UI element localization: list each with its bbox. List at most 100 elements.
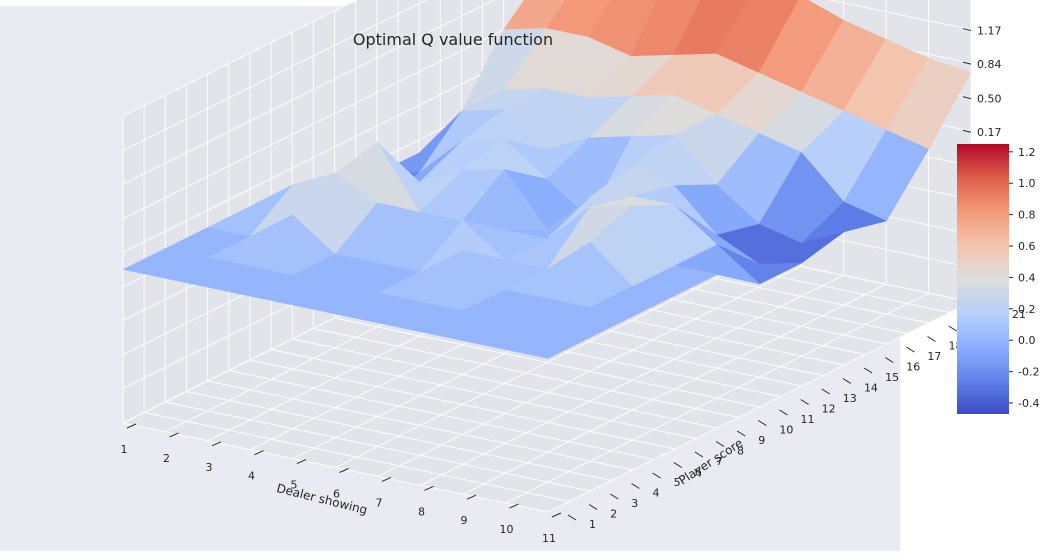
y-tick-mark — [694, 451, 704, 458]
x-tick-mark — [126, 423, 137, 429]
y-tick-mark — [779, 409, 788, 416]
y-tick-label: 14 — [864, 382, 878, 395]
y-tick-mark — [906, 346, 915, 353]
colorbar-ticks: -0.4 -0.2 0.0 0.2 0.4 0.6 0.8 1.0 1.2 — [1009, 146, 1039, 410]
y-tick-label: 15 — [885, 371, 899, 384]
x-tick-mark — [424, 485, 434, 491]
y-tick-label: 7 — [716, 455, 723, 468]
gridline — [292, 338, 718, 429]
y-tick-mark — [821, 388, 831, 395]
x-axis-ticks: 1 2 3 4 5 6 7 8 9 10 11 — [121, 423, 562, 545]
x-tick-label: 8 — [418, 505, 425, 518]
y-tick-mark — [863, 367, 873, 374]
y-tick-mark — [948, 325, 957, 332]
y-tick-mark — [800, 399, 809, 405]
y-tick-mark — [673, 462, 683, 468]
y-tick-label: 11 — [801, 413, 815, 426]
x-tick-label: 2 — [163, 452, 170, 465]
gridline — [122, 41, 547, 253]
y-tick-mark — [758, 420, 767, 426]
gridline — [122, 0, 428, 151]
z-tick-mark — [962, 96, 972, 100]
x-tick-mark — [169, 432, 179, 438]
gridline — [207, 380, 633, 471]
y-tick-mark — [715, 441, 725, 447]
colorbar-tick-label: 0.4 — [1018, 271, 1036, 284]
y-tick-mark — [567, 514, 577, 521]
colorbar-tick-label: -0.4 — [1018, 397, 1039, 410]
colorbar-gradient — [957, 144, 1009, 414]
x-tick-label: 4 — [248, 470, 255, 483]
y-tick-label: 16 — [906, 361, 920, 374]
z-tick-mark — [962, 61, 972, 65]
gridline — [270, 349, 697, 439]
y-tick-label: 6 — [695, 466, 702, 479]
x-tick-mark — [551, 512, 562, 518]
y-tick-label: 4 — [652, 487, 659, 500]
colorbar-tick-label: 0.6 — [1018, 240, 1036, 253]
z-tick-label: 1.17 — [977, 25, 1002, 38]
gridline — [186, 391, 612, 481]
y-tick-mark — [652, 472, 661, 479]
gridline — [249, 359, 675, 450]
y-tick-label: 8 — [737, 445, 744, 458]
gridline — [334, 317, 760, 408]
x-tick-mark — [296, 459, 307, 465]
x-tick-label: 7 — [376, 496, 383, 509]
colorbar-tick-label: 0.0 — [1018, 334, 1036, 347]
colorbar-tick-label: 1.2 — [1018, 146, 1036, 159]
x-tick-mark — [211, 441, 222, 447]
x-tick-mark — [509, 503, 519, 509]
x-tick-label: 11 — [542, 532, 556, 545]
colorbar-tick-label: 0.2 — [1018, 303, 1036, 316]
colorbar-tick-label: 0.8 — [1018, 209, 1036, 222]
y-tick-mark — [631, 483, 640, 489]
y-tick-label: 10 — [779, 424, 793, 437]
colorbar-tick-label: -0.2 — [1018, 366, 1039, 379]
z-tick-label: 1.51 — [977, 0, 1002, 3]
x-tick-label: 9 — [461, 514, 468, 527]
y-tick-mark — [884, 357, 894, 363]
x-tick-label: 6 — [333, 488, 340, 501]
gridline — [122, 422, 549, 513]
x-tick-label: 1 — [121, 443, 128, 456]
y-tick-mark — [588, 504, 598, 510]
gridline — [165, 401, 591, 492]
gridline — [122, 0, 495, 185]
x-tick-label: 3 — [206, 461, 213, 474]
colorbar: -0.4 -0.2 0.0 0.2 0.4 0.6 0.8 1.0 1.2 — [957, 144, 1039, 414]
y-tick-label: 17 — [927, 350, 941, 363]
gridline — [827, 0, 972, 31]
x-tick-label: 10 — [500, 523, 514, 536]
x-tick-mark — [254, 450, 264, 456]
x-tick-mark — [381, 476, 392, 482]
y-tick-mark — [610, 493, 619, 500]
z-tick-mark — [962, 28, 972, 32]
gridline — [122, 8, 547, 220]
gridline — [228, 370, 654, 460]
chart-title: Optimal Q value function — [353, 30, 553, 49]
y-tick-label: 3 — [631, 497, 638, 510]
x-tick-mark — [466, 494, 477, 500]
z-tick-label: 0.84 — [977, 58, 1002, 71]
y-tick-label: 9 — [758, 434, 765, 447]
y-tick-mark — [736, 430, 746, 437]
gridline — [313, 328, 739, 418]
z-tick-label: 0.17 — [977, 126, 1002, 139]
x-tick-mark — [339, 468, 349, 473]
y-tick-label: 13 — [843, 392, 857, 405]
y-tick-label: 12 — [822, 403, 836, 416]
y-tick-label: 5 — [674, 476, 681, 489]
z-tick-label: 0.50 — [977, 93, 1002, 106]
gridline — [122, 0, 358, 117]
y-tick-mark — [927, 336, 936, 342]
surface-patch — [504, 328, 592, 359]
gridline — [144, 412, 570, 502]
q-surface — [122, 0, 972, 359]
y-tick-label: 21 — [1012, 308, 1026, 321]
x-tick-label: 5 — [291, 479, 298, 492]
colorbar-tick-label: 1.0 — [1018, 177, 1036, 190]
z-tick-mark — [962, 129, 972, 133]
y-tick-label: 2 — [610, 508, 617, 521]
